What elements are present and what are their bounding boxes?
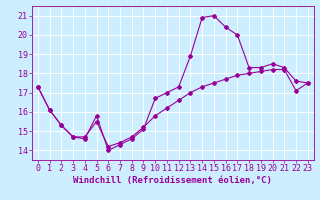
X-axis label: Windchill (Refroidissement éolien,°C): Windchill (Refroidissement éolien,°C) xyxy=(73,176,272,185)
